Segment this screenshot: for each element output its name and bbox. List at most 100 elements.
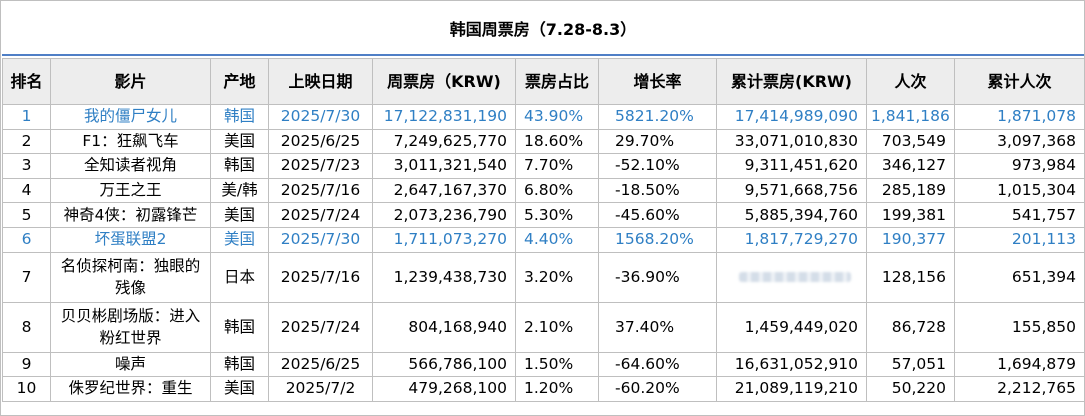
header-title: 影片 <box>50 58 211 105</box>
weekly-gross-cell: 7,249,625,770 <box>372 128 516 155</box>
growth-cell: -52.10% <box>598 153 717 179</box>
admissions-cell: 190,377 <box>866 226 955 253</box>
total-gross-cell: 9,571,668,756 <box>716 177 867 204</box>
admissions-cell: 1,841,186 <box>866 104 955 130</box>
title-cell: 名侦探柯南：独眼的残像 <box>50 251 211 303</box>
weekly-gross-cell: 566,786,100 <box>372 351 516 378</box>
release-date-cell: 2025/6/25 <box>268 128 373 155</box>
total-admissions-cell: 651,394 <box>954 251 1085 303</box>
release-date-cell: 2025/7/23 <box>268 153 373 179</box>
obscured-value <box>739 272 851 283</box>
header-weekly-gross: 周票房（KRW) <box>372 58 516 105</box>
weekly-gross-cell: 1,239,438,730 <box>372 251 516 303</box>
rank-cell: 3 <box>2 153 51 179</box>
title-cell: 贝贝彬剧场版：进入粉红世界 <box>50 301 211 353</box>
header-origin: 产地 <box>210 58 269 105</box>
total-gross-cell: 33,071,010,830 <box>716 128 867 155</box>
share-cell: 6.80% <box>515 177 599 204</box>
title-cell: 侏罗纪世界：重生 <box>50 376 211 402</box>
rank-cell: 6 <box>2 226 51 253</box>
origin-cell: 美国 <box>210 376 269 402</box>
table-row: 7 名侦探柯南：独眼的残像 日本 2025/7/16 1,239,438,730 3.20… <box>2 251 1085 303</box>
release-date-cell: 2025/7/16 <box>268 251 373 303</box>
weekly-gross-cell: 2,073,236,790 <box>372 202 516 228</box>
header-share: 票房占比 <box>515 58 599 105</box>
release-date-cell: 2025/7/16 <box>268 177 373 204</box>
title-cell: 坏蛋联盟2 <box>50 226 211 253</box>
share-cell: 43.90% <box>515 104 599 130</box>
table-row: 5 神奇4侠：初露锋芒 美国 2025/7/24 2,073,236,790 5.30% -… <box>2 202 1085 228</box>
header-admissions: 人次 <box>866 58 955 105</box>
admissions-cell: 703,549 <box>866 128 955 155</box>
table-header-row: 排名 影片 产地 上映日期 周票房（KRW) 票房占比 增长率 累计票房(KRW… <box>2 58 1085 105</box>
total-admissions-cell: 973,984 <box>954 153 1085 179</box>
growth-cell: -36.90% <box>598 251 717 303</box>
total-gross-cell: 1,817,729,270 <box>716 226 867 253</box>
growth-cell: 29.70% <box>598 128 717 155</box>
rank-cell: 8 <box>2 301 51 353</box>
total-gross-cell: 1,459,449,020 <box>716 301 867 353</box>
admissions-cell: 50,220 <box>866 376 955 402</box>
release-date-cell: 2025/6/25 <box>268 351 373 378</box>
total-admissions-cell: 541,757 <box>954 202 1085 228</box>
share-cell: 3.20% <box>515 251 599 303</box>
origin-cell: 韩国 <box>210 104 269 130</box>
page-title: 韩国周票房（7.28-8.3） <box>2 2 1084 56</box>
rank-cell: 1 <box>2 104 51 130</box>
total-gross-cell <box>716 251 867 303</box>
admissions-cell: 86,728 <box>866 301 955 353</box>
origin-cell: 美/韩 <box>210 177 269 204</box>
growth-cell: -45.60% <box>598 202 717 228</box>
header-growth: 增长率 <box>598 58 717 105</box>
growth-cell: -64.60% <box>598 351 717 378</box>
release-date-cell: 2025/7/30 <box>268 104 373 130</box>
admissions-cell: 346,127 <box>866 153 955 179</box>
rank-cell: 2 <box>2 128 51 155</box>
total-admissions-cell: 201,113 <box>954 226 1085 253</box>
growth-cell: 5821.20% <box>598 104 717 130</box>
rank-cell: 4 <box>2 177 51 204</box>
origin-cell: 日本 <box>210 251 269 303</box>
admissions-cell: 199,381 <box>866 202 955 228</box>
share-cell: 1.50% <box>515 351 599 378</box>
release-date-cell: 2025/7/24 <box>268 301 373 353</box>
rank-cell: 10 <box>2 376 51 402</box>
origin-cell: 美国 <box>210 226 269 253</box>
origin-cell: 韩国 <box>210 153 269 179</box>
total-admissions-cell: 155,850 <box>954 301 1085 353</box>
table-row: 6 坏蛋联盟2 美国 2025/7/30 1,711,073,270 4.40% 1568.… <box>2 226 1085 253</box>
table-row: 2 F1：狂飙飞车 美国 2025/6/25 7,249,625,770 18.60% 29… <box>2 128 1085 155</box>
title-cell: 万王之王 <box>50 177 211 204</box>
release-date-cell: 2025/7/2 <box>268 376 373 402</box>
box-office-table: 排名 影片 产地 上映日期 周票房（KRW) 票房占比 增长率 累计票房(KRW… <box>2 58 1085 402</box>
weekly-gross-cell: 3,011,321,540 <box>372 153 516 179</box>
total-gross-cell: 16,631,052,910 <box>716 351 867 378</box>
origin-cell: 韩国 <box>210 301 269 353</box>
rank-cell: 7 <box>2 251 51 303</box>
rank-cell: 5 <box>2 202 51 228</box>
weekly-gross-cell: 2,647,167,370 <box>372 177 516 204</box>
weekly-gross-cell: 17,122,831,190 <box>372 104 516 130</box>
total-admissions-cell: 3,097,368 <box>954 128 1085 155</box>
weekly-gross-cell: 479,268,100 <box>372 376 516 402</box>
growth-cell: 1568.20% <box>598 226 717 253</box>
header-total-admissions: 累计人次 <box>954 58 1085 105</box>
total-admissions-cell: 1,871,078 <box>954 104 1085 130</box>
admissions-cell: 285,189 <box>866 177 955 204</box>
header-total-gross: 累计票房(KRW) <box>716 58 867 105</box>
total-gross-cell: 5,885,394,760 <box>716 202 867 228</box>
total-admissions-cell: 2,212,765 <box>954 376 1085 402</box>
table-row: 3 全知读者视角 韩国 2025/7/23 3,011,321,540 7.70% -52.… <box>2 153 1085 179</box>
total-admissions-cell: 1,694,879 <box>954 351 1085 378</box>
share-cell: 1.20% <box>515 376 599 402</box>
total-gross-cell: 17,414,989,090 <box>716 104 867 130</box>
weekly-gross-cell: 804,168,940 <box>372 301 516 353</box>
share-cell: 18.60% <box>515 128 599 155</box>
weekly-gross-cell: 1,711,073,270 <box>372 226 516 253</box>
share-cell: 4.40% <box>515 226 599 253</box>
growth-cell: -18.50% <box>598 177 717 204</box>
title-cell: F1：狂飙飞车 <box>50 128 211 155</box>
header-rank: 排名 <box>2 58 51 105</box>
release-date-cell: 2025/7/24 <box>268 202 373 228</box>
total-gross-cell: 9,311,451,620 <box>716 153 867 179</box>
